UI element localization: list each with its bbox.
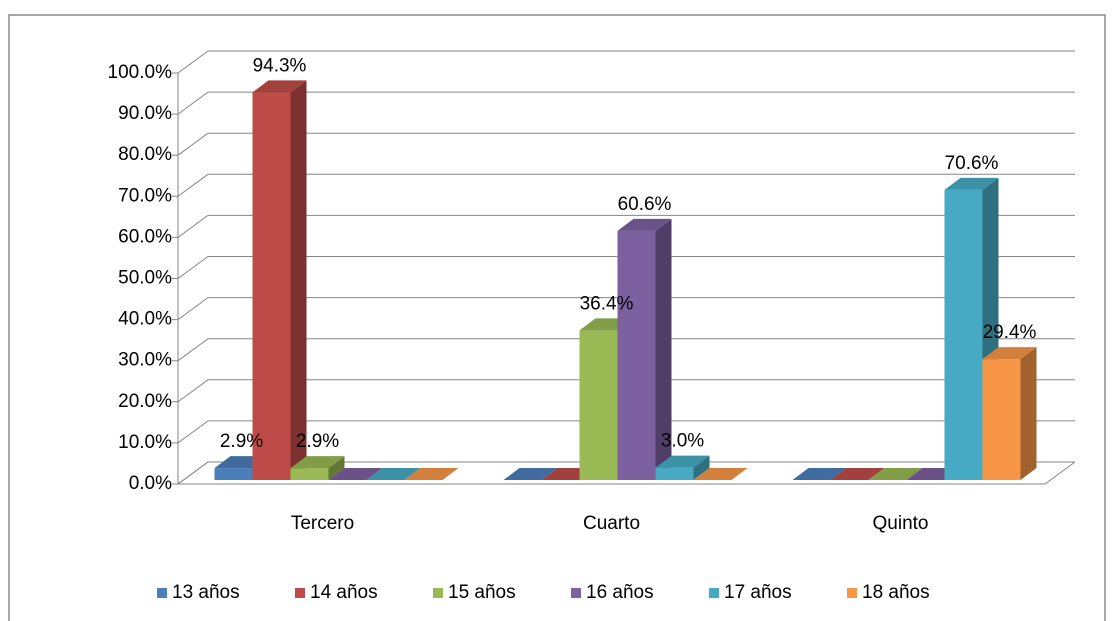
bar-face	[693, 455, 710, 480]
legend-swatch	[157, 588, 167, 598]
y-tick-label: 100.0%	[108, 62, 173, 83]
bar	[290, 456, 345, 480]
bar-face	[617, 218, 672, 231]
bar-face	[944, 177, 999, 190]
bar	[404, 468, 459, 480]
bar-face	[982, 347, 1037, 360]
bar-face	[328, 456, 345, 480]
bar-face	[944, 189, 983, 481]
bar-face	[252, 80, 307, 93]
legend-label: 13 años	[172, 582, 240, 603]
data-label: 2.9%	[220, 431, 263, 452]
bar-face	[982, 359, 1021, 480]
legend-swatch	[571, 588, 581, 598]
data-label: 70.6%	[945, 153, 999, 174]
legend-swatch	[709, 588, 719, 598]
legend-label: 16 años	[586, 582, 654, 603]
bar-face	[366, 468, 421, 480]
bar-face	[655, 467, 694, 480]
bar-face	[214, 468, 253, 480]
data-label: 29.4%	[983, 322, 1037, 343]
grid-line	[172, 173, 1075, 197]
data-label: 60.6%	[618, 194, 672, 215]
bar	[617, 218, 672, 480]
bar	[868, 468, 923, 480]
y-tick-label: 60.0%	[118, 226, 172, 247]
bar	[830, 468, 885, 480]
y-tick-label: 0.0%	[129, 473, 172, 494]
bar-face	[792, 468, 847, 480]
bar	[693, 468, 748, 480]
bar-face	[1020, 347, 1037, 480]
y-tick-label: 30.0%	[118, 350, 172, 371]
bar	[252, 80, 307, 480]
data-label: 2.9%	[296, 431, 339, 452]
bar-face	[617, 230, 656, 480]
x-tick-label: Tercero	[291, 513, 354, 534]
legend-label: 14 años	[310, 582, 378, 603]
bar-face	[404, 468, 459, 480]
data-label: 3.0%	[661, 431, 704, 452]
bar-face	[868, 468, 923, 480]
bar-face	[290, 468, 329, 480]
x-tick-label: Quinto	[873, 513, 929, 534]
y-tick-label: 90.0%	[118, 103, 172, 124]
bar-face	[503, 468, 558, 480]
bar	[655, 455, 710, 480]
y-tick-label: 20.0%	[118, 391, 172, 412]
y-tick-label: 70.0%	[118, 185, 172, 206]
legend-label: 17 años	[724, 582, 792, 603]
y-tick-label: 50.0%	[118, 268, 172, 289]
y-tick-label: 40.0%	[118, 309, 172, 330]
bar-face	[328, 468, 383, 480]
x-tick-label: Cuarto	[583, 513, 640, 534]
bar	[792, 468, 847, 480]
bar-face	[579, 330, 618, 480]
bar-face	[830, 468, 885, 480]
legend-label: 18 años	[862, 582, 930, 603]
legend-swatch	[847, 588, 857, 598]
bar-face	[655, 218, 672, 480]
legend-swatch	[433, 588, 443, 598]
bar	[366, 468, 421, 480]
bar-face	[693, 468, 748, 480]
grid-line	[172, 50, 1075, 74]
grid-line	[172, 214, 1075, 238]
y-tick-label: 10.0%	[118, 432, 172, 453]
bar-face	[252, 92, 291, 480]
data-label: 36.4%	[580, 293, 634, 314]
data-label: 94.3%	[253, 55, 307, 76]
bar	[982, 347, 1037, 480]
y-tick-label: 80.0%	[118, 144, 172, 165]
grid-line	[172, 91, 1075, 115]
bar	[328, 468, 383, 480]
bar	[503, 468, 558, 480]
legend-swatch	[295, 588, 305, 598]
bar-face	[290, 80, 307, 480]
grid-line	[172, 132, 1075, 156]
bar-face	[290, 456, 345, 469]
bar-face	[655, 455, 710, 468]
chart-border	[8, 14, 1106, 621]
legend-label: 15 años	[448, 582, 516, 603]
